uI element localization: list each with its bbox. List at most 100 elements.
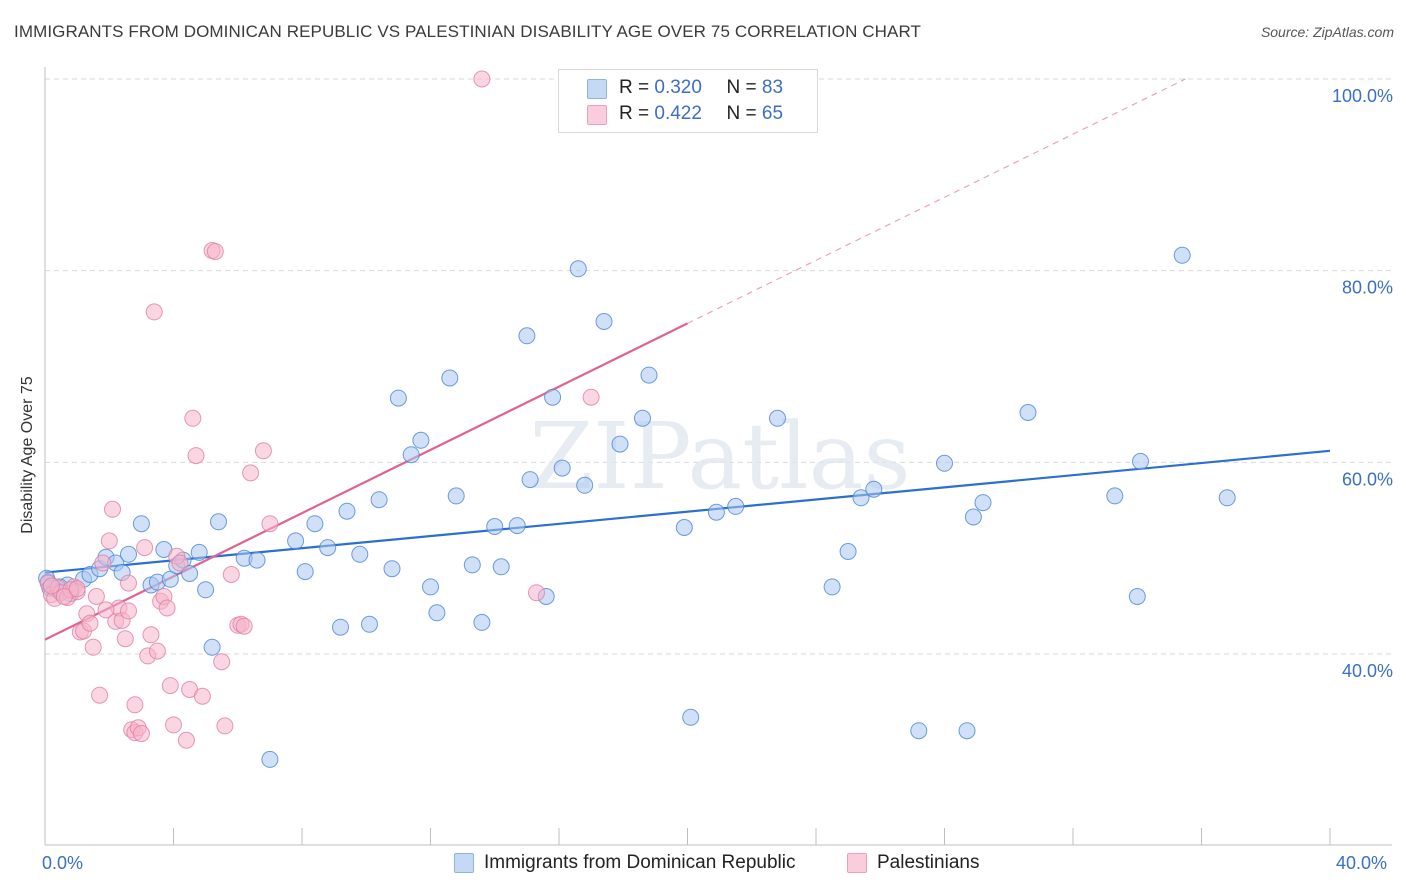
- palestinian-point: [132, 725, 150, 742]
- dominican-point: [197, 581, 215, 599]
- x-tick-label-min: 0.0%: [42, 853, 84, 873]
- dominican-point: [428, 604, 446, 622]
- palestinian-point: [136, 539, 154, 557]
- grid-lines: [45, 78, 1392, 655]
- palestinian-point: [145, 303, 163, 321]
- dominican-point: [210, 513, 227, 531]
- palestinian-point: [177, 731, 195, 749]
- palestinian-point: [171, 554, 189, 572]
- palestinian-point: [242, 464, 260, 482]
- dominican-point: [823, 578, 841, 596]
- y-axis-label: Disability Age Over 75: [19, 376, 36, 534]
- palestinian-point: [206, 243, 224, 260]
- dominican-point: [203, 638, 221, 656]
- palestinian-point: [254, 442, 272, 460]
- dominican-point: [576, 476, 594, 494]
- bottom-legend-swatch-dominican: [454, 853, 474, 873]
- dominican-point: [287, 532, 305, 550]
- palestinian-point: [91, 686, 109, 704]
- legend-r-value: 0.320: [654, 77, 702, 98]
- dominican-point: [190, 543, 208, 561]
- dominican-point: [319, 539, 337, 557]
- dominican-point: [553, 459, 571, 477]
- dominican-point: [447, 487, 465, 505]
- palestinian-point: [158, 599, 176, 617]
- legend-r-value: 0.422: [654, 103, 702, 124]
- dominican-point: [595, 313, 613, 330]
- palestinian-point: [81, 614, 99, 632]
- legend-swatch-palestinians: [587, 105, 607, 125]
- dominican-point: [675, 519, 693, 536]
- palestinian-point: [42, 577, 60, 595]
- palestinian-point: [104, 500, 121, 518]
- dominican-point: [181, 565, 199, 582]
- palestinian-point: [473, 70, 491, 88]
- dominican-point: [508, 517, 526, 535]
- dominican-point: [727, 497, 745, 515]
- y-tick-label: 100.0%: [1332, 86, 1393, 106]
- dominican-point: [463, 556, 481, 574]
- y-tick-labels: 40.0% 60.0% 80.0% 100.0%: [1332, 86, 1393, 681]
- palestinian-point: [126, 696, 144, 714]
- palestinian-point: [222, 566, 240, 583]
- dominican-point: [974, 494, 992, 512]
- dominican-point: [910, 722, 928, 740]
- dominican-point: [422, 578, 439, 596]
- dominican-point: [383, 560, 401, 578]
- dominican-point: [544, 388, 562, 406]
- dominican-point: [248, 551, 266, 569]
- palestinian-point: [148, 642, 166, 660]
- dominican-point: [1218, 489, 1236, 507]
- dominican-point: [351, 545, 369, 563]
- data-points: [38, 70, 1236, 768]
- dominican-point: [1019, 404, 1037, 421]
- dominican-point: [132, 515, 150, 533]
- dominican-point: [306, 515, 324, 533]
- palestinian-point: [116, 630, 134, 648]
- dominican-point: [261, 750, 279, 768]
- chart-title: IMMIGRANTS FROM DOMINICAN REPUBLIC VS PA…: [14, 22, 922, 41]
- palestinian-point: [165, 716, 182, 734]
- dominican-point: [338, 502, 356, 520]
- palestinian-point: [55, 588, 73, 605]
- palestinian-point: [235, 617, 253, 635]
- palestinian-point: [184, 409, 202, 427]
- palestinian-trend-extension: [687, 78, 1186, 324]
- dominican-point: [682, 708, 700, 726]
- legend-box: R = 0.320 N = 83 R = 0.422 N = 65: [558, 69, 818, 133]
- palestinian-point: [582, 388, 600, 406]
- dominican-point: [486, 518, 504, 535]
- dominican-point: [611, 435, 629, 453]
- dominican-point: [389, 389, 407, 407]
- legend-n-label: N =: [726, 77, 757, 98]
- dominican-point: [1106, 487, 1124, 505]
- bottom-legend-label-palestinians: Palestinians: [877, 852, 980, 873]
- chart-source: Source: ZipAtlas.com: [1260, 24, 1394, 40]
- dominican-point: [1128, 588, 1146, 605]
- dominican-point: [296, 563, 314, 581]
- dominican-point: [839, 543, 857, 560]
- dominican-point: [958, 722, 976, 740]
- dominican-point: [370, 491, 388, 509]
- watermark: ZIPatlas: [529, 403, 910, 510]
- palestinian-point: [120, 602, 137, 620]
- dominican-point: [769, 409, 786, 427]
- palestinian-point: [68, 580, 86, 598]
- legend-r-label: R =: [619, 77, 650, 98]
- palestinian-point: [94, 554, 112, 572]
- y-tick-label: 80.0%: [1342, 278, 1393, 298]
- dominican-point: [332, 618, 349, 636]
- palestinian-point: [187, 447, 205, 465]
- dominican-point: [707, 503, 725, 521]
- dominican-point: [521, 471, 539, 489]
- y-tick-label: 40.0%: [1342, 661, 1393, 681]
- palestinian-point: [193, 687, 211, 705]
- palestinian-point: [528, 584, 545, 602]
- dominican-point: [402, 446, 420, 464]
- palestinian-point: [261, 515, 279, 533]
- legend-swatch-dominican: [587, 79, 607, 99]
- dominican-point: [361, 615, 378, 633]
- bottom-legend-swatch-palestinians: [847, 853, 867, 873]
- dominican-point: [634, 409, 651, 427]
